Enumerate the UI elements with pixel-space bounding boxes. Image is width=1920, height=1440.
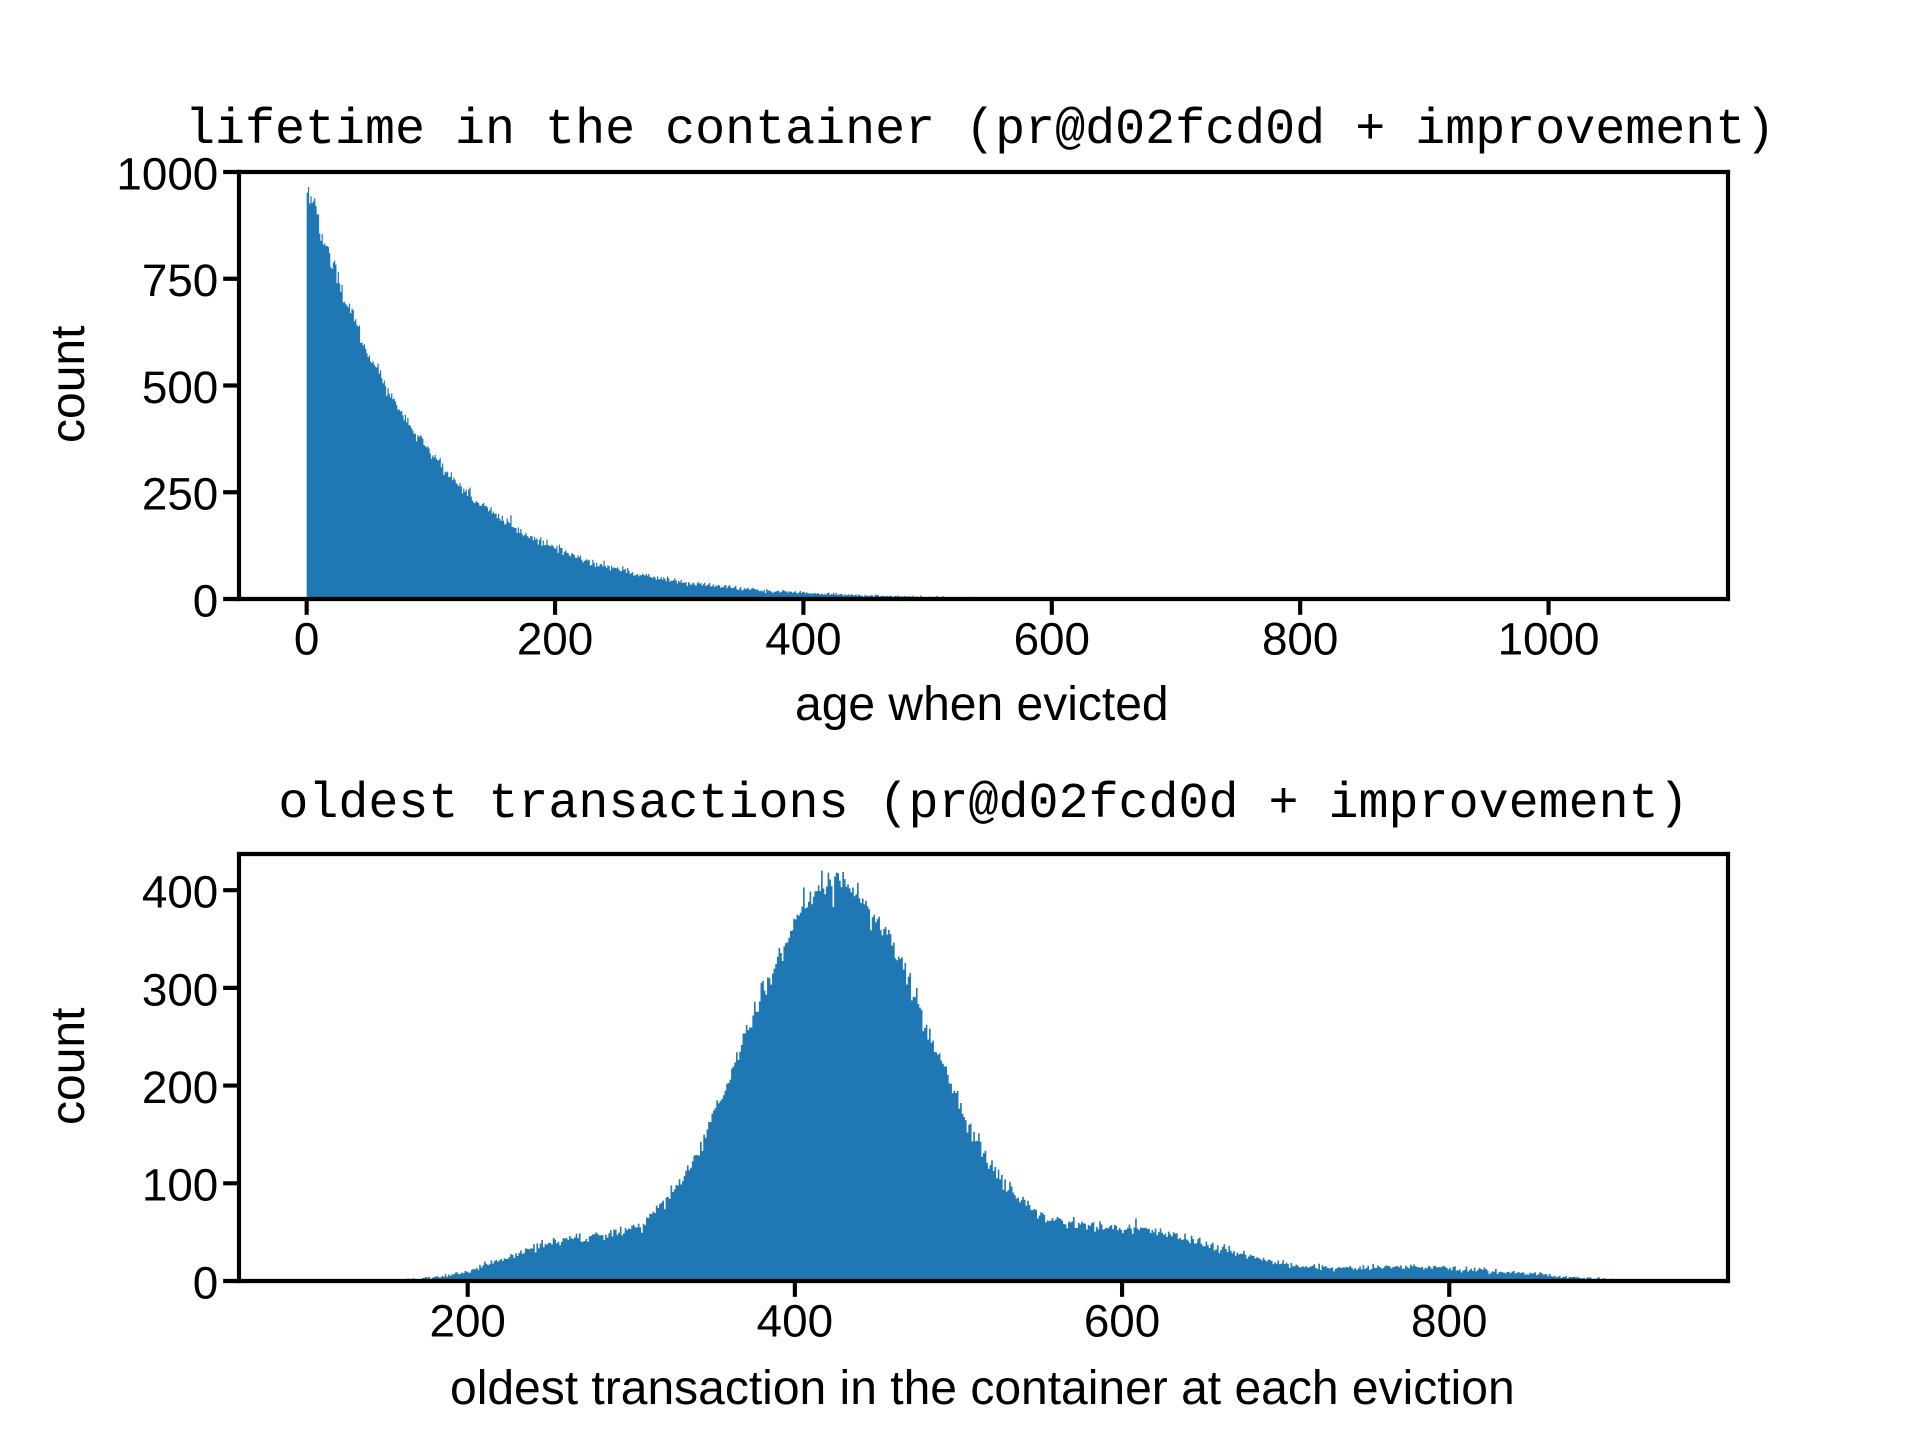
svg-text:0: 0 [193,1257,219,1308]
svg-text:500: 500 [142,362,218,413]
svg-text:0: 0 [294,614,320,665]
svg-text:200: 200 [429,1296,505,1347]
svg-text:1000: 1000 [1498,614,1600,665]
svg-text:800: 800 [1411,1296,1487,1347]
svg-text:800: 800 [1262,614,1338,665]
svg-text:750: 750 [142,255,218,306]
svg-text:100: 100 [142,1160,218,1211]
svg-text:400: 400 [142,867,218,918]
svg-text:200: 200 [517,614,593,665]
svg-text:400: 400 [765,614,841,665]
svg-text:400: 400 [757,1296,833,1347]
svg-text:0: 0 [193,575,219,626]
svg-text:200: 200 [142,1062,218,1113]
svg-text:600: 600 [1014,614,1090,665]
svg-text:600: 600 [1084,1296,1160,1347]
svg-text:300: 300 [142,964,218,1015]
svg-text:250: 250 [142,469,218,520]
